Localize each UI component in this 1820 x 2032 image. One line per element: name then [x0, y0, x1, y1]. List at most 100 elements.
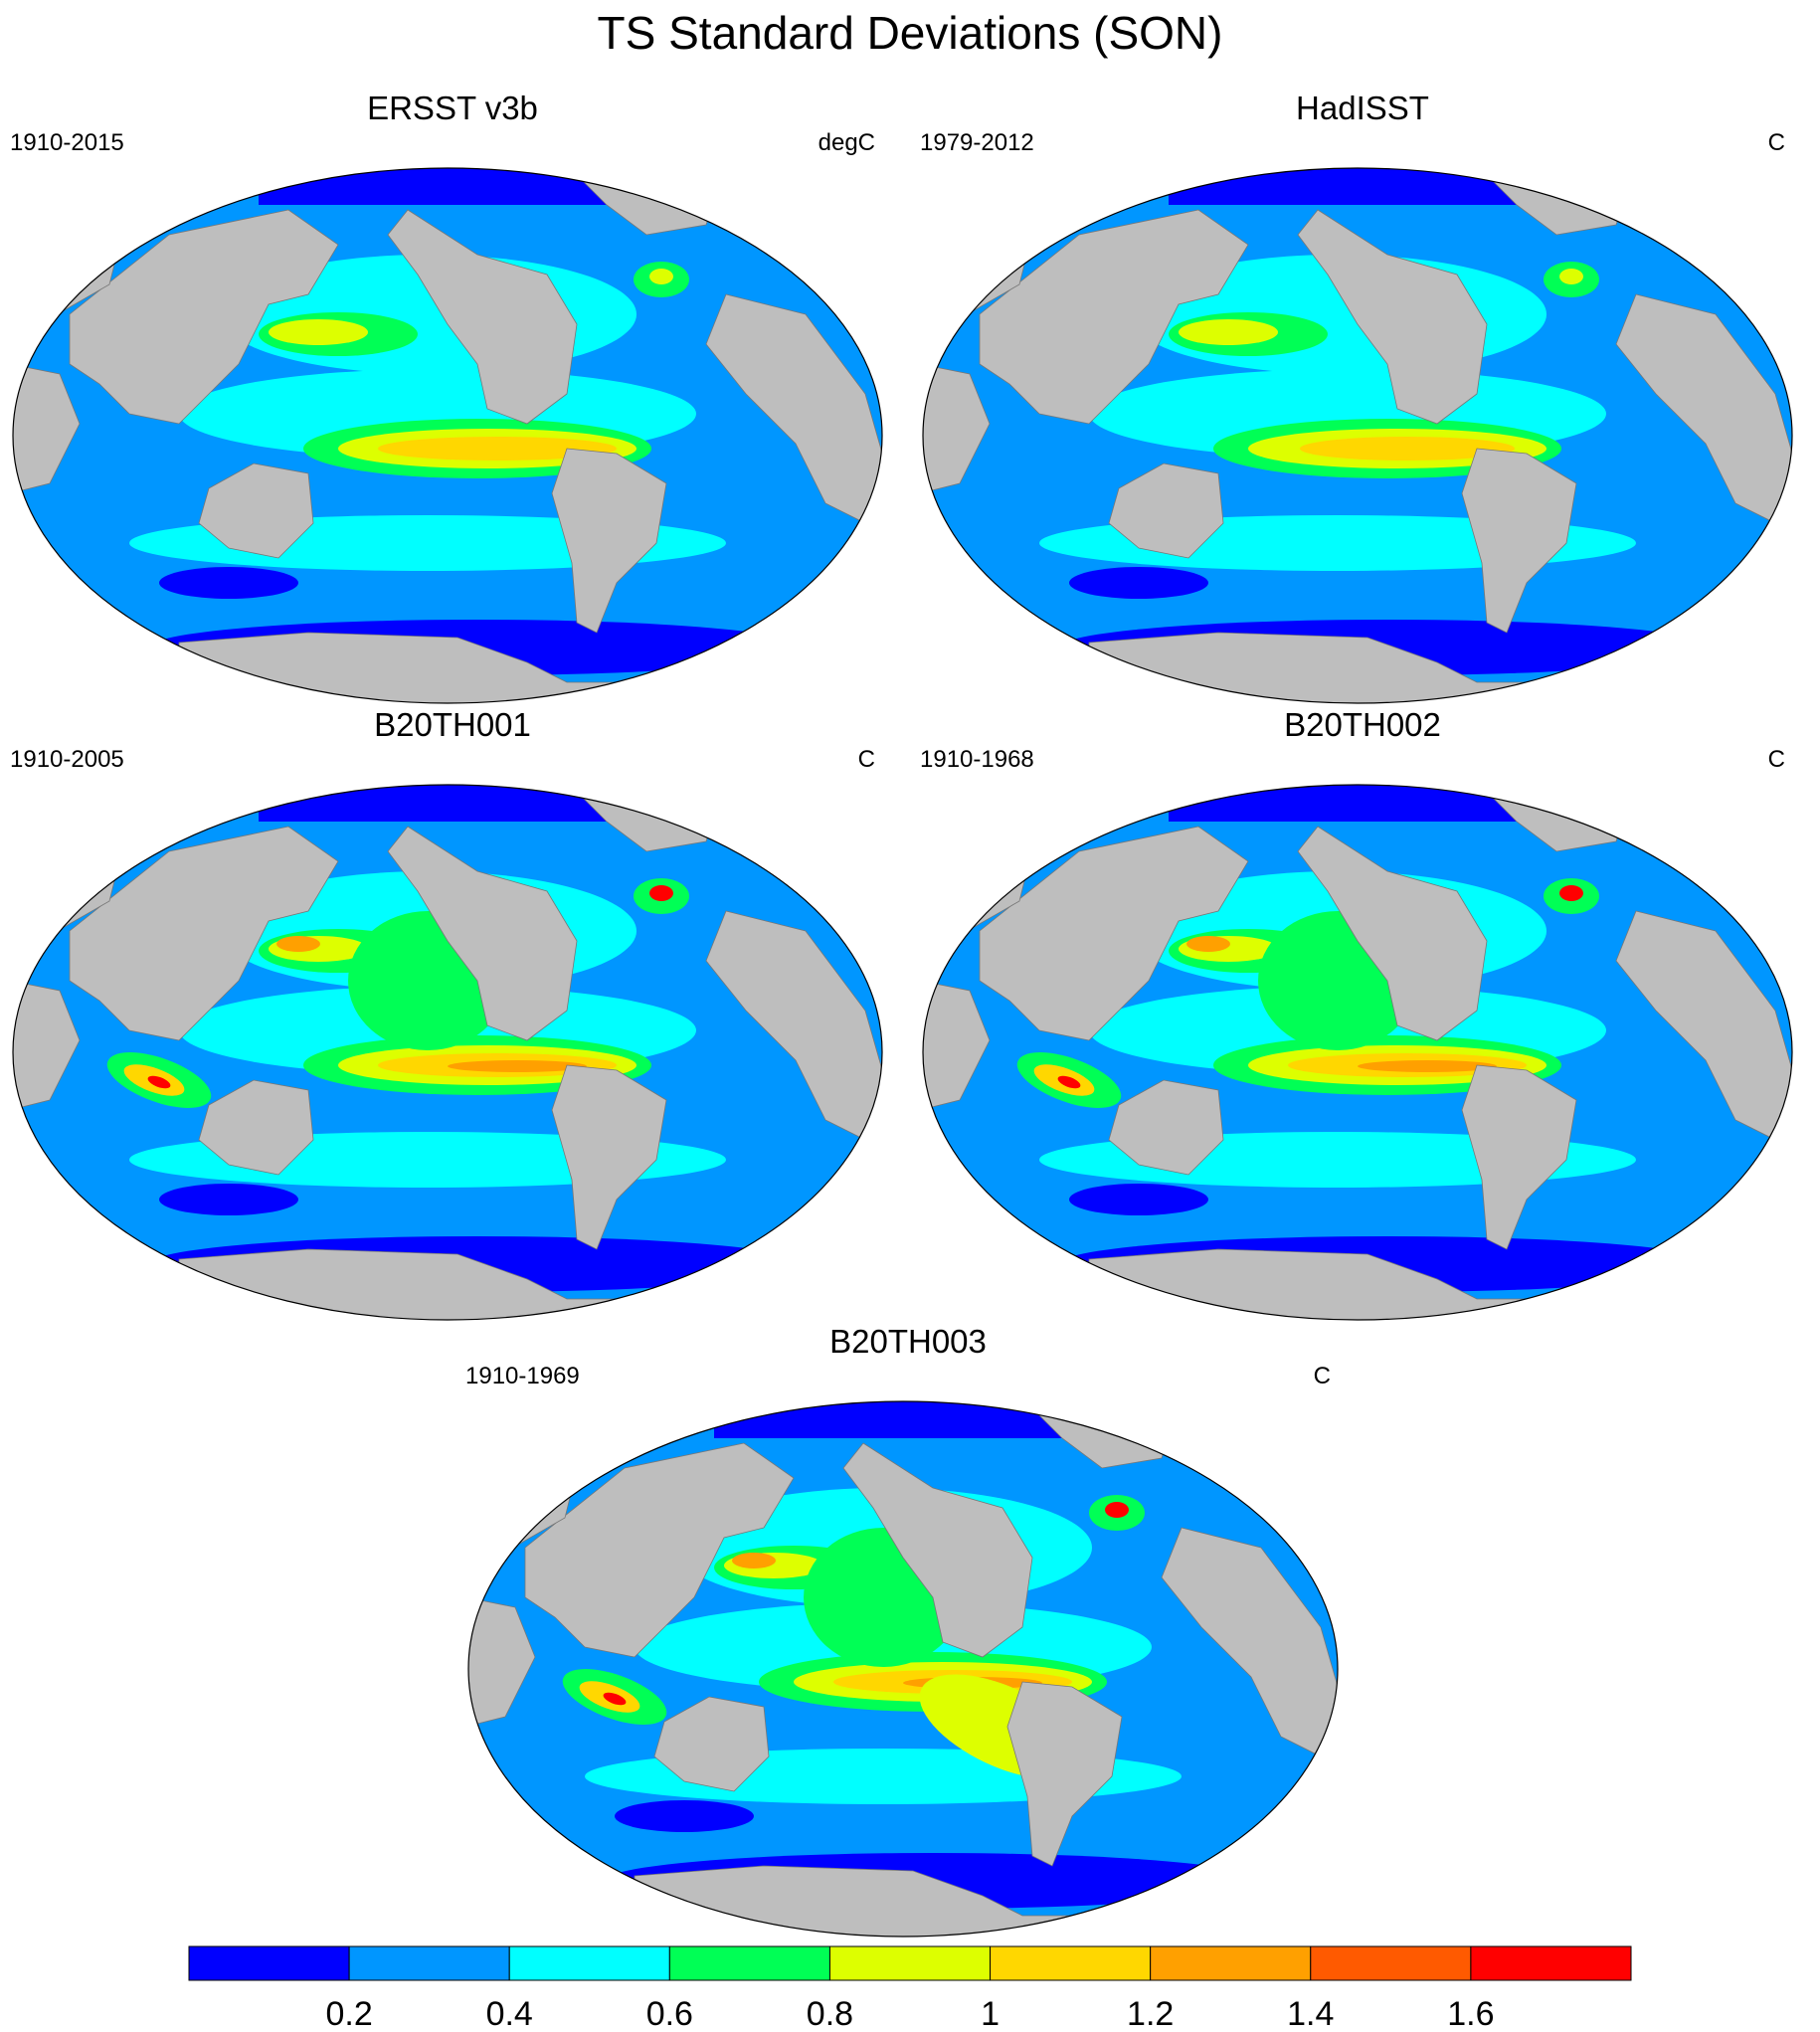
panel-title: B20TH001 [374, 706, 531, 743]
sst-stddev-map [922, 784, 1793, 1321]
panel-title: B20TH002 [1284, 706, 1441, 743]
land-north-america [1297, 209, 1488, 425]
iod-core [147, 1075, 171, 1089]
southern-low-patch [159, 567, 298, 599]
land-south-america [1006, 1681, 1123, 1867]
kuroshio-yellow [1179, 319, 1278, 345]
sst-stddev-map [922, 167, 1793, 704]
land-south-america [551, 448, 667, 634]
colorbar-tick-label: 1 [981, 1995, 1000, 2032]
panel-units: C [1313, 1363, 1331, 1389]
land-africa-east [13, 980, 81, 1111]
land-north-america [387, 209, 578, 425]
enso-orange [378, 437, 617, 461]
panel-title: ERSST v3b [367, 90, 538, 126]
kuroshio-core [1186, 936, 1230, 952]
kuroshio-core [276, 936, 320, 952]
panel-units: C [1767, 746, 1785, 773]
map-outline [922, 784, 1793, 1321]
colorbar-box [828, 1945, 992, 1981]
kuroshio-core [732, 1553, 776, 1569]
southern-low-patch [1069, 1184, 1208, 1215]
panel-title: HadISST [1296, 90, 1429, 126]
sst-stddev-map [467, 1400, 1339, 1938]
land-africa [705, 910, 882, 1141]
colorbar-tick-label: 1.4 [1287, 1995, 1334, 2032]
map-panel-b20th002: B20TH002 1910-1968 C [910, 706, 1815, 1321]
land-africa-east [923, 980, 991, 1111]
map-field [923, 168, 1792, 703]
colorbar-tick-label: 0.6 [646, 1995, 693, 2032]
iod-core [603, 1692, 627, 1706]
land-australia [1108, 462, 1224, 559]
land-eurasia [69, 826, 339, 1041]
colorbar-tick-label: 0.2 [325, 1995, 372, 2032]
colorbar-box [348, 1945, 510, 1981]
land-south-america [1461, 448, 1577, 634]
land-eurasia [69, 209, 339, 425]
panel-period: 1979-2012 [920, 129, 1034, 156]
map-panel-b20th003: B20TH003 1910-1969 C [455, 1323, 1361, 1938]
map-panel-hadisst: HadISST 1979-2012 C [910, 90, 1815, 704]
land-australia [1108, 1079, 1224, 1176]
land-north-america [1297, 826, 1488, 1041]
map-outline [922, 167, 1793, 704]
gulfstream-core [1559, 885, 1583, 901]
iod-core [1057, 1075, 1081, 1089]
gulfstream-core [1105, 1502, 1129, 1518]
colorbar-tick-label: 1.2 [1127, 1995, 1174, 2032]
land-africa [1615, 910, 1792, 1141]
land-africa [705, 293, 882, 524]
land-africa-east [468, 1596, 536, 1728]
land-africa [1615, 293, 1792, 524]
land-africa-east [923, 363, 991, 494]
colorbar-tick-label: 1.6 [1447, 1995, 1494, 2032]
colorbar-box [990, 1945, 1152, 1981]
land-eurasia [524, 1442, 795, 1658]
southern-low-patch [1069, 567, 1208, 599]
colorbar-box [1150, 1945, 1312, 1981]
enso-orange [1300, 437, 1515, 461]
colorbar-box [508, 1945, 670, 1981]
land-eurasia [979, 209, 1249, 425]
kuroshio-yellow [269, 319, 368, 345]
map-panel-ersst: ERSST v3b 1910-2015 degC [0, 90, 905, 704]
panel-period: 1910-2005 [10, 746, 124, 773]
land-south-america [1461, 1064, 1577, 1250]
colorbar-box [1470, 1945, 1632, 1981]
panel-units: C [857, 746, 875, 773]
gulfstream-core [1559, 269, 1583, 284]
panel-title: B20TH003 [829, 1323, 987, 1360]
southern-low-patch [615, 1800, 754, 1832]
map-panel-b20th001: B20TH001 1910-2005 C [0, 706, 905, 1321]
panel-period: 1910-2015 [10, 129, 124, 156]
panel-period: 1910-1968 [920, 746, 1034, 773]
colorbar-tick-label: 0.8 [807, 1995, 853, 2032]
colorbar-box [668, 1945, 830, 1981]
map-field [13, 168, 882, 703]
southern-low-patch [159, 1184, 298, 1215]
colorbar-tick-label: 0.4 [486, 1995, 533, 2032]
land-north-america [387, 826, 578, 1041]
enso-core [1358, 1060, 1497, 1072]
colorbar-box [1310, 1945, 1472, 1981]
land-australia [198, 462, 314, 559]
land-eurasia [979, 826, 1249, 1041]
colorbar: 0.2 0.4 0.6 0.8 1 1.2 1.4 1.6 [188, 1945, 1632, 2032]
colorbar-box [188, 1945, 350, 1981]
figure-title: TS Standard Deviations (SON) [597, 7, 1223, 59]
land-south-america [551, 1064, 667, 1250]
gulfstream-core [649, 269, 673, 284]
map-outline [12, 784, 883, 1321]
enso-core [448, 1060, 587, 1072]
map-outline [12, 167, 883, 704]
panel-units: degC [818, 129, 875, 156]
map-field [923, 785, 1792, 1320]
land-north-america [842, 1442, 1033, 1658]
panel-units: C [1767, 129, 1785, 156]
land-africa [1161, 1527, 1338, 1757]
land-australia [198, 1079, 314, 1176]
map-field [13, 785, 882, 1320]
panel-period: 1910-1969 [465, 1363, 580, 1389]
land-australia [653, 1696, 770, 1792]
